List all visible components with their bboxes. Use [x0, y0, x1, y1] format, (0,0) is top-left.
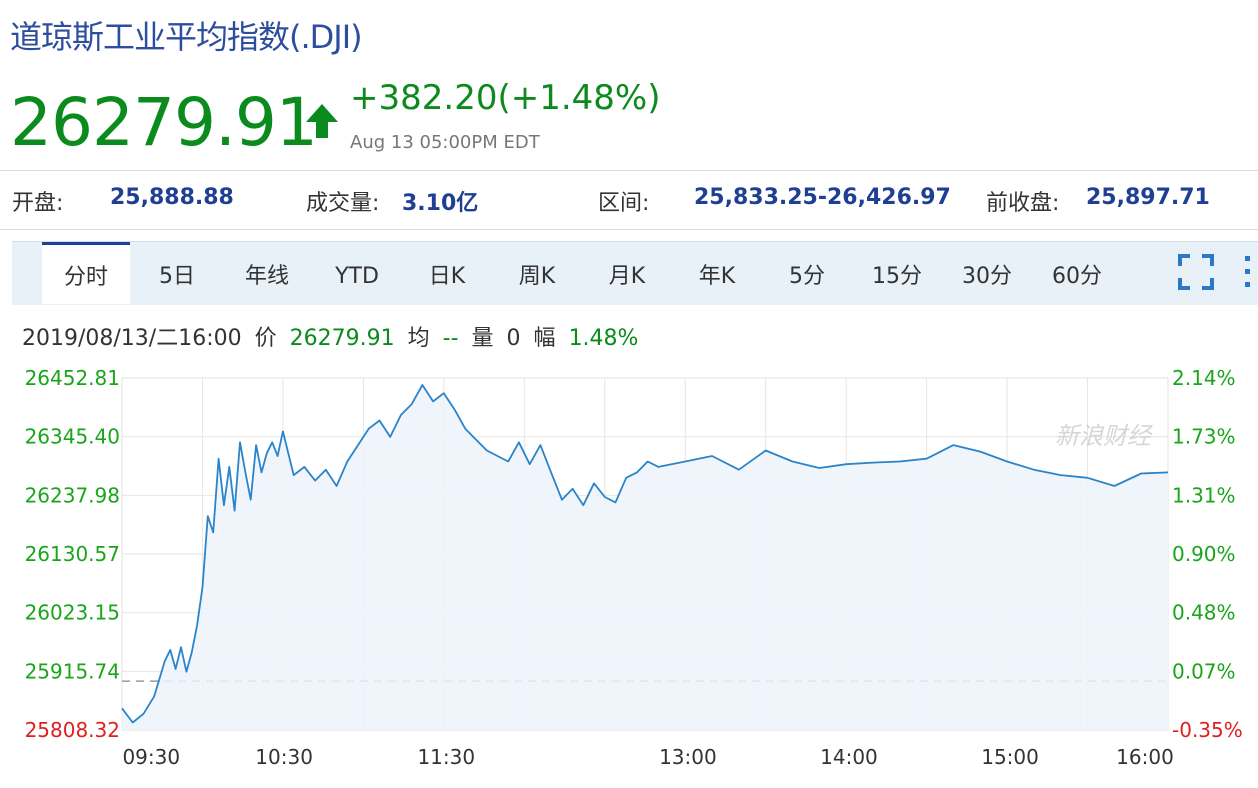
y-axis-left: 26452.81 26345.40 26237.98 26130.57 26023.15… — [25, 366, 120, 742]
current-price: 26279.91 — [10, 84, 318, 161]
x-tick-label: 15:00 — [981, 745, 1039, 769]
info-price-label: 价 — [254, 326, 277, 351]
chart-line-layer — [121, 384, 1169, 724]
chart-area-layer — [122, 385, 1168, 730]
x-tick-label: 09:30 — [122, 745, 180, 769]
info-avg-value: -- — [442, 326, 459, 351]
tab-30min[interactable]: 30分 — [962, 264, 1012, 289]
x-tick-label: 11:30 — [417, 745, 475, 769]
tab-15min[interactable]: 15分 — [872, 264, 922, 289]
y-tick-right-label: -0.35% — [1172, 718, 1243, 742]
quote-info-line: 2019/08/13/二16:00 价 26279.91 均 -- 量 0 幅 … — [22, 320, 644, 352]
stats-bar: 开盘: 25,888.88 成交量: 3.10亿 区间: 25,833.25-2… — [0, 170, 1258, 230]
x-tick-label: 10:30 — [255, 745, 313, 769]
volume-value: 3.10亿 — [402, 191, 479, 216]
tab-monthly-k[interactable]: 月K — [608, 264, 646, 289]
up-arrow-icon — [306, 104, 338, 138]
open-label: 开盘: — [12, 191, 64, 216]
x-axis: 09:30 10:30 11:30 13:00 14:00 15:00 16:00 — [122, 745, 1173, 769]
y-tick-right-label: 0.90% — [1172, 542, 1236, 566]
quote-timestamp: Aug 13 05:00PM EDT — [350, 132, 540, 153]
more-icon[interactable] — [1242, 254, 1254, 290]
watermark: 新浪财经 — [1055, 422, 1154, 450]
tab-yearly-k[interactable]: 年K — [698, 264, 736, 289]
info-price-value: 26279.91 — [289, 326, 395, 351]
y-tick-left-label: 25808.32 — [25, 718, 120, 742]
y-tick-left-label: 26452.81 — [25, 366, 120, 390]
tab-weekly-k[interactable]: 周K — [518, 264, 556, 289]
y-tick-right-label: 0.07% — [1172, 659, 1236, 683]
page-title: 道琼斯工业平均指数(.DJI) — [10, 18, 363, 56]
y-tick-right-label: 1.31% — [1172, 483, 1236, 507]
x-tick-label: 13:00 — [659, 745, 717, 769]
info-amp-value: 1.48% — [568, 326, 639, 351]
info-vol-label: 量 — [471, 326, 494, 351]
chart-period-tabs: 分时 5日 年线 YTD 日K 周K 月K 年K 5分 15分 30分 60分 — [12, 241, 1258, 305]
tab-60min[interactable]: 60分 — [1052, 264, 1102, 289]
fullscreen-icon[interactable] — [1178, 254, 1214, 290]
y-tick-right-label: 0.48% — [1172, 601, 1236, 625]
price-line — [121, 384, 1169, 724]
y-tick-left-label: 26345.40 — [25, 425, 120, 449]
range-label: 区间: — [598, 191, 650, 216]
tab-daily-k[interactable]: 日K — [428, 264, 466, 289]
x-tick-label: 14:00 — [820, 745, 878, 769]
price-change: +382.20(+1.48%) — [350, 78, 661, 118]
tab-ytd[interactable]: YTD — [335, 264, 379, 289]
price-area — [122, 385, 1168, 730]
tab-yearline[interactable]: 年线 — [244, 264, 289, 289]
y-axis-right: 2.14% 1.73% 1.31% 0.90% 0.48% 0.07% -0.35% — [1172, 366, 1243, 742]
y-tick-left-label: 26237.98 — [25, 483, 120, 507]
info-vol-value: 0 — [506, 326, 521, 351]
info-amp-label: 幅 — [533, 326, 556, 351]
y-tick-left-label: 26023.15 — [25, 601, 120, 625]
range-value: 25,833.25-26,426.97 — [694, 185, 951, 210]
y-tick-left-label: 26130.57 — [25, 542, 120, 566]
y-tick-left-label: 25915.74 — [25, 659, 120, 683]
info-avg-label: 均 — [407, 326, 430, 351]
y-tick-right-label: 1.73% — [1172, 425, 1236, 449]
tab-intraday[interactable]: 分时 — [42, 242, 130, 304]
volume-label: 成交量: — [306, 191, 380, 216]
intraday-chart: 26452.81 26345.40 26237.98 26130.57 26023.15… — [25, 366, 1243, 769]
y-tick-right-label: 2.14% — [1172, 366, 1236, 390]
prev-close-value: 25,897.71 — [1086, 185, 1210, 210]
prev-close-label: 前收盘: — [986, 191, 1060, 216]
tab-5min[interactable]: 5分 — [789, 264, 825, 289]
info-datetime: 2019/08/13/二16:00 — [22, 326, 242, 351]
open-value: 25,888.88 — [110, 185, 234, 210]
x-tick-label: 16:00 — [1116, 745, 1174, 769]
tab-5day[interactable]: 5日 — [159, 264, 195, 289]
